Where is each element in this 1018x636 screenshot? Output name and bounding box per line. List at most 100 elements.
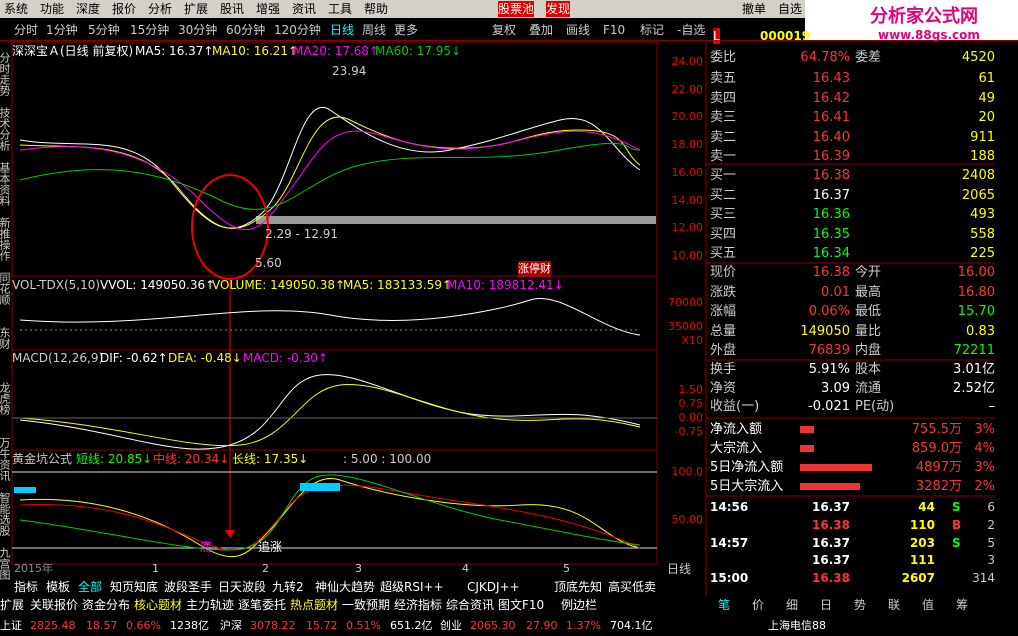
annotation: 追涨 (258, 540, 283, 554)
period-tab[interactable]: 分时 (14, 23, 39, 37)
indicator-tab[interactable]: CJKDJ++ (467, 580, 520, 594)
label: 总量 (710, 323, 737, 339)
label: 49 (978, 90, 995, 106)
side-tab[interactable]: 新推操作 (0, 217, 11, 261)
indicator-tab[interactable]: 超级RSI++ (380, 580, 444, 594)
period-tab[interactable]: 15分钟 (130, 23, 170, 37)
button[interactable]: 撤单 (742, 2, 767, 16)
period-tab[interactable]: 周线 (362, 23, 387, 37)
button[interactable]: 自选 (778, 2, 803, 16)
indicator-tab[interactable]: 指标 (14, 580, 39, 594)
menu-item[interactable]: 工具 (328, 2, 353, 16)
indicator-tab[interactable]: 模板 (46, 580, 71, 594)
period-tab[interactable]: 30分钟 (178, 23, 218, 37)
indicator-tab[interactable]: 日天波段 (218, 580, 267, 594)
x-label: 5 (563, 562, 570, 575)
info-tab[interactable]: 图文F10 (498, 598, 545, 612)
status-item: 0.66% (126, 619, 161, 632)
side-tab[interactable]: 基本资料 (0, 162, 11, 206)
tool-button[interactable]: 标记 (640, 23, 665, 37)
tool-button[interactable]: 画线 (566, 23, 591, 37)
info-tab[interactable]: 主力轨迹 (186, 598, 235, 612)
info-tab[interactable]: 关联报价 (30, 598, 79, 612)
side-tab[interactable]: 同花顺 (0, 272, 11, 305)
panel-tab[interactable]: 联 (888, 598, 901, 612)
info-tab[interactable]: 核心题材 (134, 598, 183, 612)
period-tab[interactable]: 60分钟 (226, 23, 266, 37)
label: 15:00 (710, 571, 749, 586)
indicator-tab[interactable]: 波段圣手 (164, 580, 213, 594)
period-tab[interactable]: 更多 (394, 23, 419, 37)
info-tab[interactable]: 资金分布 (82, 598, 131, 612)
side-tab[interactable]: 龙虎榜 (0, 382, 11, 415)
panel-tab[interactable]: 日 (820, 598, 833, 612)
side-tab[interactable]: 智能选股 (0, 492, 11, 536)
status-item: 18.57 (86, 619, 118, 632)
info-tab[interactable]: 扩展 (0, 598, 25, 612)
indicator-tab[interactable]: 九转2 (272, 580, 304, 594)
axis-label: 20.00 (671, 110, 704, 124)
period-tab[interactable]: 120分钟 (274, 23, 321, 37)
menu-item[interactable]: 发现 (546, 1, 571, 17)
menu-item[interactable]: 增强 (256, 2, 281, 16)
indicator-tab[interactable]: 高买低卖 (608, 580, 657, 594)
menu-item[interactable]: 报价 (112, 2, 137, 16)
panel-tab[interactable]: 势 (854, 598, 867, 612)
info-tab[interactable]: 例边栏 (561, 598, 598, 612)
label: 16.37 (812, 553, 850, 568)
info-tab[interactable]: 一致预期 (342, 598, 391, 612)
axis-label: 0.00 (678, 411, 704, 424)
menu-item[interactable]: 分析 (148, 2, 173, 16)
side-tab[interactable]: 九宫图 (0, 547, 11, 580)
menu-item[interactable]: 深度 (76, 2, 101, 16)
badge: L (713, 28, 720, 44)
label: 委差 (855, 50, 882, 65)
tool-button[interactable]: -自选 (677, 23, 706, 37)
tool-button[interactable]: F10 (603, 23, 626, 37)
side-tab[interactable]: 技术分析 (0, 107, 11, 151)
label: 314 (972, 571, 995, 586)
label: 外盘 (710, 343, 737, 358)
label: 2607 (901, 571, 935, 586)
tool-button[interactable]: 叠加 (529, 23, 554, 37)
indicator-tab[interactable]: 知页知底 (110, 580, 159, 594)
menu-item[interactable]: 帮助 (364, 2, 389, 16)
pane-title: VOL-TDX(5,10) (12, 278, 101, 292)
side-tab[interactable]: 分时走势 (0, 52, 11, 96)
period-tab[interactable]: 5分钟 (88, 23, 120, 37)
info-tab[interactable]: 经济指标 (394, 598, 443, 612)
panel-tab[interactable]: 细 (786, 598, 799, 612)
panel-tab[interactable]: 价 (752, 598, 765, 612)
menu-item[interactable]: 股讯 (220, 2, 245, 16)
label: 16.38 (812, 168, 850, 183)
label: 买二 (710, 187, 737, 203)
info-tab[interactable]: 综合资讯 (446, 598, 495, 612)
x-label: 2015年 (14, 562, 53, 575)
panel-tab[interactable]: 笔 (718, 598, 731, 612)
indicator-tab[interactable]: 全部 (78, 580, 103, 594)
period-tab[interactable]: 日线 (330, 23, 355, 37)
menu-item[interactable]: 资讯 (292, 2, 317, 16)
info-tab[interactable]: 逐笔委托 (238, 598, 287, 612)
indicator-tab[interactable]: 神仙大趋势 (315, 580, 376, 594)
panel-tab[interactable]: 筹 (956, 598, 969, 612)
axis-label: 70000 (668, 296, 703, 309)
side-tab[interactable]: 东财 (0, 327, 11, 349)
tool-button[interactable]: 复权 (492, 23, 517, 37)
period-tab[interactable]: 1分钟 (46, 23, 78, 37)
label: PE(动) (855, 399, 895, 414)
panel-tab[interactable]: 值 (922, 598, 935, 612)
axis-label: 35000 (668, 320, 703, 333)
menu-item[interactable]: 功能 (40, 2, 65, 16)
menu-item[interactable]: 系统 (4, 2, 29, 16)
menu-item[interactable]: 扩展 (184, 2, 209, 16)
side-tab[interactable]: 万牛资讯 (0, 437, 11, 481)
cyan-block (14, 487, 36, 493)
info-tab[interactable]: 热点题材 (290, 598, 339, 612)
menu-item[interactable]: 股票池 (498, 1, 535, 17)
label: 今开 (855, 265, 882, 280)
label: 6 (987, 500, 995, 514)
indicator-tab[interactable]: 顶底先知 (554, 580, 603, 594)
status-item: 3078.22 (250, 619, 296, 632)
status-item: 651.2亿 (390, 619, 433, 632)
